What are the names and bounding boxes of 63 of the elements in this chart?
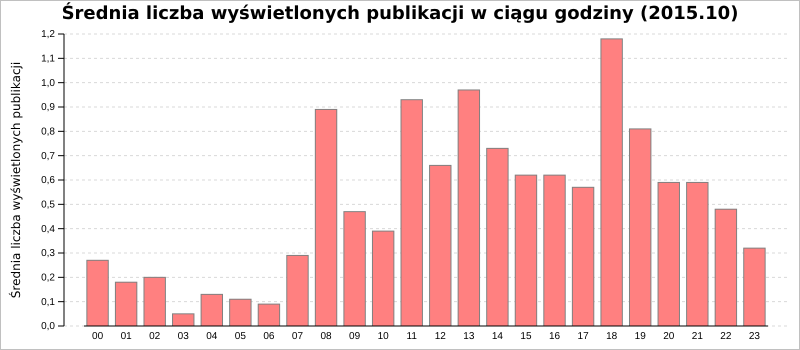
x-tick-label: 17 — [578, 331, 590, 342]
bar — [258, 304, 280, 326]
y-tick-label: 1,1 — [41, 54, 56, 65]
x-tick-label: 03 — [178, 331, 190, 342]
bar — [286, 254, 309, 326]
x-tick-label: 13 — [463, 331, 475, 342]
bar — [743, 248, 766, 326]
bar — [143, 276, 166, 326]
bar — [200, 294, 224, 326]
bar — [229, 298, 252, 326]
x-tick-label: 18 — [606, 331, 618, 342]
x-tick-label: 07 — [292, 331, 304, 342]
x-tick-label: 09 — [349, 331, 361, 342]
x-tick-label: 01 — [120, 331, 132, 342]
bar — [628, 128, 652, 326]
bar — [86, 260, 109, 326]
y-tick-label: 1,0 — [41, 78, 56, 89]
bar — [400, 99, 423, 326]
y-tick-label: 0,3 — [41, 248, 56, 260]
x-tick-label: 20 — [663, 331, 675, 342]
y-tick-label: 0,6 — [41, 175, 56, 186]
bar — [314, 108, 338, 326]
y-tick-label: 0,4 — [41, 224, 56, 235]
bar — [543, 174, 566, 326]
bar — [372, 230, 394, 326]
x-tick-label: 22 — [720, 331, 732, 342]
bar — [458, 89, 480, 326]
bar — [686, 182, 709, 326]
bar — [714, 208, 738, 326]
bar — [343, 211, 366, 326]
x-tick-label: 04 — [206, 331, 218, 342]
y-tick-label: 0,8 — [41, 126, 56, 138]
x-tick-label: 15 — [520, 331, 532, 342]
y-tick-label: 0,7 — [41, 150, 56, 162]
x-tick-label: 23 — [748, 331, 760, 342]
x-tick-label: 11 — [406, 331, 418, 342]
y-axis-title: Średnia liczba wyświetlonych publikacji — [8, 62, 23, 298]
bar — [514, 174, 538, 326]
bar — [429, 164, 452, 326]
chart-title: Średnia liczba wyświetlonych publikacji w ciągu godziny (2015.10) — [62, 2, 738, 24]
y-tick-label: 0,1 — [41, 296, 56, 308]
bar — [658, 182, 680, 326]
x-tick-label: 16 — [548, 331, 561, 342]
x-tick-label: 12 — [434, 331, 446, 342]
bar — [572, 186, 594, 326]
bar — [114, 282, 138, 326]
x-tick-label: 21 — [692, 331, 704, 342]
bar — [172, 313, 194, 326]
x-tick-label: 14 — [492, 331, 504, 342]
bar — [600, 38, 623, 326]
x-tick-label: 10 — [378, 331, 390, 342]
x-tick-label: 19 — [634, 331, 646, 342]
y-tick-label: 0,9 — [41, 102, 56, 114]
x-tick-label: 05 — [234, 331, 246, 342]
y-tick-label: 0,2 — [41, 272, 56, 284]
y-tick-label: 0,5 — [41, 200, 56, 211]
bar — [486, 148, 509, 326]
x-tick-label: 08 — [320, 331, 332, 342]
y-tick-label: 1,2 — [41, 29, 56, 40]
y-tick-label: 0,0 — [41, 321, 56, 332]
x-tick-label: 02 — [149, 331, 161, 342]
x-tick-label: 06 — [263, 331, 275, 342]
x-tick-label: 00 — [92, 331, 104, 342]
